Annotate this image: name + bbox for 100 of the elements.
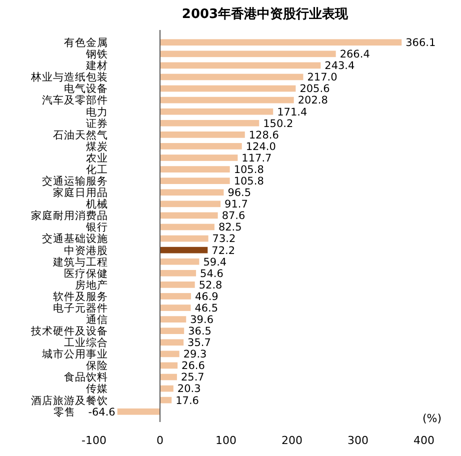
y-tick-label: 中资港股 — [64, 244, 108, 257]
data-label: 150.2 — [263, 118, 294, 130]
data-label: 35.7 — [188, 337, 211, 350]
y-tick-label: 电子元器件 — [53, 301, 108, 314]
data-label: 46.9 — [194, 290, 218, 303]
bar — [160, 328, 184, 334]
y-tick-label: 建材 — [85, 59, 108, 72]
bar — [160, 74, 304, 80]
y-tick-label: 保险 — [86, 360, 108, 372]
bar — [160, 316, 186, 322]
bar — [160, 178, 230, 184]
data-label: 17.6 — [176, 394, 200, 407]
data-label: 87.6 — [222, 210, 246, 222]
bar — [160, 339, 184, 346]
bar — [160, 189, 224, 196]
y-tick-label: 技术硬件及设备 — [30, 324, 108, 338]
y-tick-label: 汽车及零部件 — [42, 94, 108, 107]
y-tick-label: 建筑与工程 — [52, 255, 108, 268]
bar — [160, 96, 294, 104]
bar — [160, 120, 260, 126]
bar — [160, 258, 200, 265]
bar — [160, 350, 180, 358]
bar — [160, 132, 245, 138]
y-tick-label: 通信 — [86, 312, 108, 326]
bar — [160, 154, 238, 161]
bar — [160, 224, 214, 230]
y-tick-label: 交通基础设施 — [42, 232, 108, 246]
bar — [160, 62, 321, 69]
data-label: 26.6 — [182, 360, 206, 372]
y-tick-label: 电气设备 — [64, 82, 108, 96]
data-label: 54.6 — [200, 268, 224, 280]
data-label: 243.4 — [324, 60, 356, 72]
x-tick-label: 100 — [216, 434, 236, 447]
y-tick-label: 食品饮料 — [64, 370, 108, 384]
y-tick-label: 酒店旅游及餐饮 — [31, 394, 108, 407]
bar — [160, 304, 191, 311]
bar — [160, 270, 196, 276]
data-label: 205.6 — [300, 83, 330, 96]
x-tick-label: -100 — [82, 434, 106, 447]
bar — [160, 374, 177, 380]
bar — [160, 246, 208, 254]
data-label: 266.4 — [340, 48, 370, 61]
y-tick-label: 医疗保健 — [64, 266, 108, 280]
y-tick-label: 电力 — [86, 105, 108, 118]
y-tick-label: 有色金属 — [64, 37, 108, 50]
y-tick-label: 交通运输服务 — [42, 174, 108, 188]
data-label: 202.8 — [298, 94, 328, 107]
y-tick-label: 机械 — [86, 198, 108, 211]
bar — [160, 212, 218, 219]
data-label: 96.5 — [228, 187, 252, 200]
data-label: -64.6 — [88, 406, 116, 418]
y-tick-label: 化工 — [86, 164, 108, 176]
x-tick-label: 200 — [282, 434, 302, 447]
data-label: 36.5 — [188, 326, 212, 338]
x-tick-label: 400 — [414, 434, 434, 447]
data-label: 20.3 — [177, 383, 201, 396]
data-label: 171.4 — [277, 106, 308, 118]
data-label: 82.5 — [218, 222, 242, 234]
y-tick-label: 钢铁 — [85, 48, 108, 61]
data-label: 29.3 — [183, 348, 207, 361]
data-label: 117.7 — [242, 152, 272, 164]
data-label: 39.6 — [190, 314, 214, 326]
data-label: 59.4 — [203, 256, 227, 268]
data-label: 25.7 — [180, 372, 204, 384]
x-axis-title: (%) — [422, 412, 442, 425]
y-tick-label: 银行 — [85, 222, 108, 234]
bar — [160, 200, 221, 208]
bar — [160, 362, 178, 369]
x-tick-label: 300 — [348, 434, 368, 447]
bar — [117, 408, 160, 415]
bar — [160, 385, 174, 392]
data-label: 91.7 — [224, 198, 248, 211]
y-tick-label: 城市公用事业 — [41, 348, 108, 361]
data-label: 128.6 — [248, 129, 280, 142]
chart-title: 2003年香港中资股行业表现 — [182, 6, 350, 22]
bar — [160, 166, 230, 172]
data-label: 217.0 — [307, 72, 338, 84]
x-tick-label: 0 — [156, 434, 164, 447]
data-label: 124.0 — [246, 140, 276, 153]
y-tick-label: 家庭日用品 — [53, 186, 108, 200]
y-tick-label: 石油天然气 — [53, 128, 108, 142]
data-label: 73.2 — [212, 233, 236, 246]
y-tick-label: 家庭耐用消费品 — [31, 209, 108, 222]
y-tick-label: 证券 — [86, 116, 108, 130]
bar — [160, 85, 296, 92]
y-tick-label: 软件及服务 — [53, 290, 108, 303]
y-tick-label: 林业与造纸包装 — [30, 70, 108, 84]
bar — [160, 108, 274, 115]
y-tick-label: 农业 — [86, 151, 108, 164]
data-label: 52.8 — [198, 279, 222, 292]
data-label: 105.8 — [234, 176, 264, 188]
y-tick-label: 房地产 — [75, 278, 108, 292]
data-label: 366.1 — [406, 37, 436, 50]
data-label: 46.5 — [194, 302, 218, 314]
bar — [160, 143, 242, 150]
bar — [160, 50, 336, 58]
bar — [160, 235, 208, 242]
bar — [160, 282, 195, 288]
y-tick-label: 传媒 — [86, 383, 108, 396]
data-label: 72.2 — [212, 244, 236, 257]
